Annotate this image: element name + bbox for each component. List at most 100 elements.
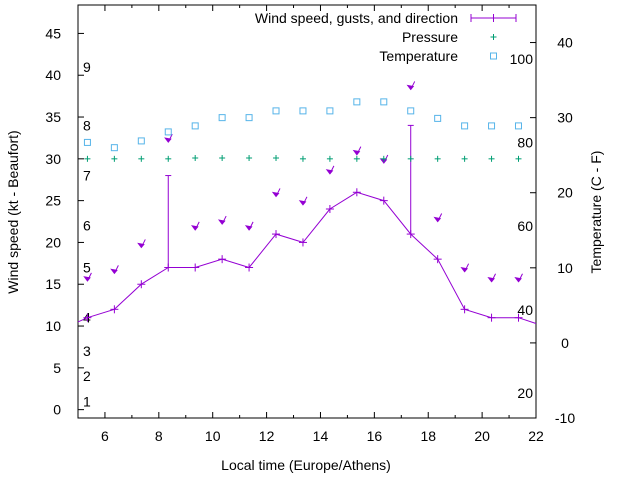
arrow-head	[298, 200, 307, 206]
wind-speed-point	[352, 188, 361, 197]
arrow-head	[110, 268, 118, 275]
wind-direction-arrow	[110, 265, 119, 275]
arrow-head	[83, 276, 91, 282]
pressure-point	[461, 155, 468, 162]
pressure-point	[515, 155, 522, 162]
x-tick-label: 18	[420, 428, 436, 444]
y2-tick-label: -10	[555, 410, 575, 426]
wind-speed-line	[77, 191, 537, 324]
wind-direction-arrow	[325, 165, 335, 175]
temperature-point	[272, 107, 280, 115]
axis-ticks: 6 8 10 12 14 16 18 20 22051015202530354045-10010…	[45, 5, 575, 444]
pressure-point	[138, 155, 145, 162]
wind-speed-point	[137, 280, 146, 289]
pressure-point	[488, 155, 495, 162]
temperature-point	[245, 114, 253, 122]
legend: Wind speed, gusts, and direction Pressure…	[255, 10, 517, 64]
beaufort-label: 1	[83, 393, 91, 409]
beaufort-label: 3	[83, 343, 91, 359]
arrow-head	[217, 219, 226, 225]
wind-speed-point	[83, 313, 92, 322]
y2-axis-label: Temperature (C - F)	[588, 151, 604, 274]
fahrenheit-label: 20	[517, 385, 533, 401]
wind-direction-arrow	[83, 272, 92, 282]
y-tick-label: 30	[45, 151, 61, 167]
temperature-point	[434, 114, 442, 122]
y-tick-label: 15	[45, 276, 61, 292]
arrow-head	[325, 169, 334, 175]
temperature-point	[326, 107, 334, 115]
plot-frame	[77, 4, 537, 419]
y2-tick-label: 40	[557, 35, 573, 51]
temperature-point	[353, 98, 361, 106]
y2-tick-label: 0	[561, 335, 569, 351]
pressure-point	[299, 155, 306, 162]
temperature-point	[137, 137, 145, 145]
pressure-point	[434, 155, 441, 162]
pressure-point	[353, 155, 360, 162]
pressure-point	[111, 155, 118, 162]
legend-label: Pressure	[402, 29, 458, 45]
wind-direction-arrow	[217, 215, 227, 225]
beaufort-label: 8	[83, 117, 91, 133]
arrow-head	[460, 266, 469, 273]
wind-speed-point	[460, 305, 469, 314]
temperature-point	[514, 122, 522, 130]
fahrenheit-label: 60	[517, 218, 533, 234]
wind-direction-arrow	[271, 188, 281, 198]
wind-speed-point	[218, 255, 227, 264]
wind-direction-arrow	[514, 273, 523, 283]
wind-speed-point	[487, 313, 496, 322]
y2-tick-label: 10	[557, 260, 573, 276]
wind-speed-point	[272, 230, 281, 239]
temperature-point	[164, 128, 172, 136]
legend-label: Wind speed, gusts, and direction	[255, 10, 458, 26]
wind-speed-point	[191, 263, 200, 272]
wind-direction-arrow	[406, 81, 416, 91]
temperature-point	[83, 138, 91, 146]
wind-direction-arrow	[352, 146, 362, 156]
pressure-point	[380, 155, 387, 162]
beaufort-label: 2	[83, 368, 91, 384]
arrow-head	[164, 137, 172, 143]
y-tick-label: 0	[53, 402, 61, 418]
y2-tick-label: 30	[557, 110, 573, 126]
arrow-head	[433, 216, 442, 223]
beaufort-label: 5	[83, 260, 91, 276]
x-tick-label: 22	[528, 428, 544, 444]
wind-direction-arrow	[164, 133, 173, 143]
arrow-head	[406, 84, 415, 91]
temperature-point	[461, 122, 469, 130]
wind-speed-point	[325, 204, 334, 213]
y-tick-label: 35	[45, 109, 61, 125]
wind-direction-arrow	[433, 213, 443, 223]
x-axis-label: Local time (Europe/Athens)	[221, 457, 391, 473]
y-tick-label: 45	[45, 25, 61, 41]
wind-speed-point	[514, 313, 523, 322]
wind-speed-point	[298, 238, 307, 247]
fahrenheit-label: 100	[510, 51, 534, 67]
wind-direction-arrow	[460, 263, 470, 273]
legend-label: Temperature	[379, 48, 458, 64]
y-tick-label: 40	[45, 67, 61, 83]
arrow-head	[271, 191, 280, 198]
temperature-point	[218, 114, 226, 122]
y-tick-label: 5	[53, 360, 61, 376]
series-marks	[77, 81, 537, 324]
beaufort-label: 7	[83, 168, 91, 184]
wind-direction-arrow	[137, 239, 146, 249]
legend-square-marker	[490, 52, 497, 60]
y-tick-label: 20	[45, 234, 61, 250]
pressure-point	[165, 155, 172, 162]
x-tick-label: 6	[101, 428, 109, 444]
pressure-point	[84, 155, 91, 162]
beaufort-label: 6	[83, 218, 91, 234]
wind-direction-arrow	[487, 273, 496, 283]
temperature-point	[299, 107, 307, 115]
wind-direction-arrow	[298, 196, 308, 206]
x-tick-label: 10	[205, 428, 221, 444]
x-tick-label: 20	[474, 428, 490, 444]
arrow-head	[514, 277, 522, 283]
arrow-head	[137, 242, 145, 249]
